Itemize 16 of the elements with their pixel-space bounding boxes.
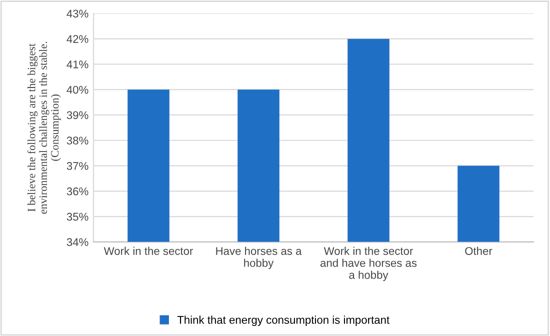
y-tick-label: 36%: [66, 187, 88, 196]
y-tick-label: 37%: [66, 162, 88, 170]
y-tick-label: 34%: [66, 238, 88, 246]
legend-label: Think that energy consumption is important: [177, 316, 390, 326]
y-tick-label: 38%: [66, 136, 88, 145]
y-tick-label: 43%: [66, 10, 88, 18]
x-tick-label: Work in the sector and have horses as a hobby: [320, 246, 417, 282]
y-tick-label: 39%: [66, 111, 88, 120]
y-axis-title: I believe the following are the biggest environmental challenges in the stable. (Consumption): [27, 42, 61, 214]
x-tick-label: Other: [465, 246, 492, 255]
x-tick-label: Have horses as a hobby: [216, 246, 302, 270]
y-tick-label: 41%: [66, 60, 88, 68]
y-tick-label: 42%: [66, 35, 88, 43]
y-tick-label: 35%: [66, 212, 88, 221]
y-tick-label: 40%: [66, 86, 88, 94]
x-tick-label: Work in the sector: [104, 246, 193, 255]
